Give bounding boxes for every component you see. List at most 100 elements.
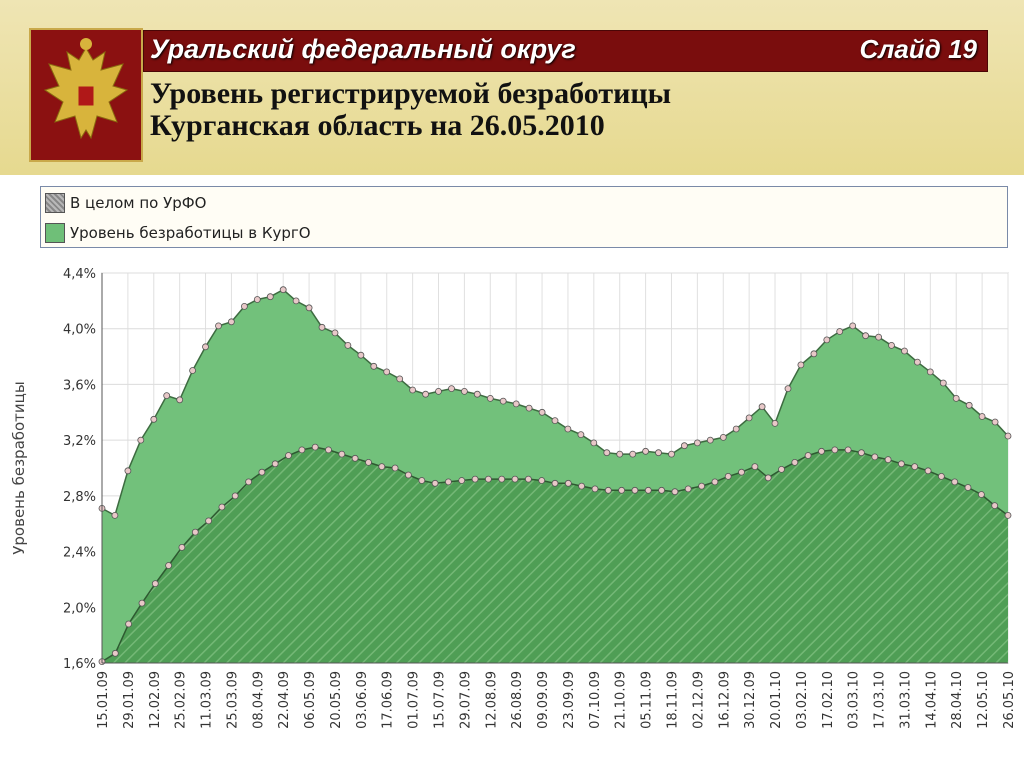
kurgan-series-point [499, 397, 507, 405]
urfo-series-point [311, 443, 319, 451]
x-tick-label: 11.03.09 [200, 671, 215, 729]
urfo-series-point [365, 458, 372, 466]
urfo-series-point [338, 450, 346, 458]
urfo-series-point [551, 479, 559, 487]
kurgan-series-point [460, 387, 468, 395]
urfo-series-point [964, 484, 972, 491]
urfo-series-point [111, 649, 119, 657]
urfo-series-point [444, 478, 452, 486]
y-tick-label: 2,8% [63, 490, 96, 505]
x-tick-label: 20.01.10 [769, 671, 784, 729]
kurgan-series-point [577, 431, 585, 439]
kurgan-series-point [706, 436, 714, 444]
urfo-series-point [431, 479, 439, 487]
y-tick-label: 3,6% [63, 378, 96, 393]
legend-item-urfo[interactable]: В целом по УрФО [45, 192, 206, 214]
urfo-series-point [991, 502, 999, 510]
urfo-series-point [125, 620, 133, 628]
x-tick-label: 26.05.10 [1002, 671, 1017, 729]
kurgan-series-point [279, 286, 287, 294]
y-tick-label: 3,2% [63, 434, 96, 449]
x-tick-label: 03.02.10 [795, 671, 810, 729]
urfo-series-point [644, 486, 652, 494]
kurgan-series-point [888, 342, 895, 349]
kurgan-series-point [202, 343, 209, 351]
kurgan-series-point [590, 439, 598, 447]
urfo-series-point [844, 446, 852, 454]
x-tick-label: 25.02.09 [174, 671, 189, 729]
x-tick-label: 31.03.10 [898, 671, 913, 729]
kurgan-series-point [655, 449, 662, 457]
kurgan-series-point [603, 449, 611, 457]
urfo-series-point [498, 475, 506, 483]
kurgan-series-point [305, 304, 313, 312]
legend-item-kurgan[interactable]: Уровень безработицы в КургО [45, 222, 311, 244]
x-tick-label: 29.01.09 [122, 671, 137, 729]
kurgan-series-point [292, 297, 300, 305]
x-tick-label: 28.04.10 [950, 671, 965, 729]
kurgan-series-point [538, 408, 546, 416]
urfo-series-point [791, 458, 799, 466]
urfo-series-point [325, 446, 332, 454]
kurgan-series-point [318, 323, 326, 331]
kurgan-series-point [486, 394, 494, 402]
kurgan-series-point [642, 447, 649, 455]
urfo-series-point [884, 456, 892, 464]
page-title: Уровень регистрируемой безработицы [150, 77, 672, 110]
slide-number: Слайд 19 [859, 34, 977, 64]
urfo-series-point [871, 453, 879, 461]
urfo-series-point [804, 452, 812, 459]
urfo-series-point [511, 475, 519, 483]
kurgan-series-point [875, 333, 882, 341]
urfo-series-point [671, 488, 679, 496]
x-tick-label: 03.03.10 [847, 671, 862, 729]
kurgan-series-point [189, 367, 197, 374]
y-tick-label: 2,0% [63, 601, 96, 616]
kurgan-series-point [150, 415, 158, 423]
urfo-series-point [591, 485, 599, 493]
x-tick-label: 14.04.10 [924, 671, 939, 729]
kurgan-series-point [266, 293, 274, 301]
urfo-series-point [245, 478, 253, 486]
kurgan-series-point [681, 442, 688, 450]
urfo-series-point [684, 485, 692, 493]
slide-header: Уральский федеральный округ Слайд 19 Уро… [0, 0, 1024, 175]
kurgan-series-point [668, 450, 675, 458]
x-tick-label: 25.03.09 [225, 671, 240, 729]
chart-legend: В целом по УрФО Уровень безработицы в Ку… [40, 186, 1008, 248]
urfo-series-point [711, 478, 719, 486]
x-tick-label: 18.11.09 [665, 671, 680, 729]
kurgan-series-point [564, 425, 572, 433]
kurgan-series-point [422, 390, 430, 398]
kurgan-series-point [758, 403, 766, 411]
kurgan-series-point [901, 347, 908, 355]
kurgan-series-point [215, 322, 222, 330]
legend-label-kurgan: Уровень безработицы в КургО [70, 224, 311, 242]
kurgan-series-point [784, 385, 792, 393]
kurgan-series-point [965, 401, 973, 409]
x-tick-label: 12.05.10 [976, 671, 991, 729]
kurgan-series-point [253, 296, 261, 303]
urfo-series-point [165, 562, 173, 569]
kurgan-series-point [163, 392, 171, 400]
urfo-series-point [178, 543, 186, 551]
x-tick-label: 01.07.09 [407, 671, 422, 729]
urfo-series-point [831, 446, 839, 454]
x-tick-label: 07.10.09 [588, 671, 603, 729]
kurgan-series-point [926, 368, 934, 376]
kurgan-series-point [137, 436, 145, 444]
urfo-series-point [525, 475, 532, 483]
urfo-series-point [578, 482, 585, 490]
x-tick-label: 23.09.09 [562, 671, 577, 729]
kurgan-series-point [978, 413, 986, 420]
urfo-series-point [911, 463, 919, 471]
urfo-series-point [818, 447, 825, 455]
kurgan-series-point [240, 303, 248, 310]
urfo-series-point [698, 482, 705, 490]
x-tick-label: 22.04.09 [277, 671, 292, 729]
urfo-series-point [151, 580, 159, 588]
urfo-series-point [271, 460, 279, 468]
x-tick-label: 26.08.09 [510, 671, 525, 729]
kurgan-series-point [551, 417, 559, 425]
urfo-series-point [218, 503, 226, 511]
